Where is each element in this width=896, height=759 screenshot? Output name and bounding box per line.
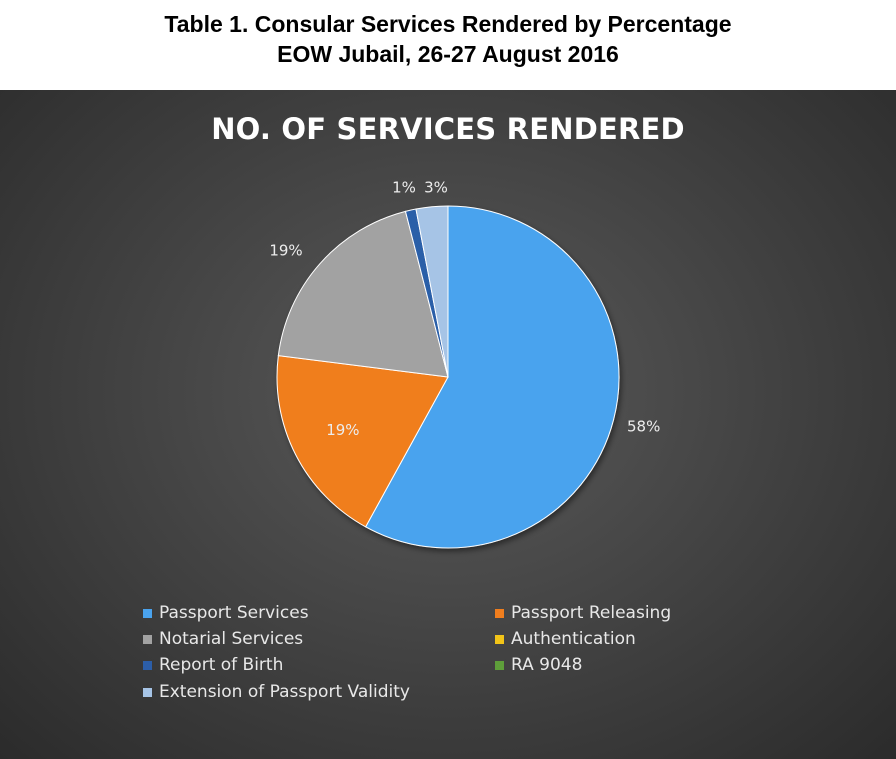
legend-label: RA 9048 <box>511 655 583 675</box>
data-label-notarial-services: 19% <box>269 242 302 260</box>
page-title-line-1: Table 1. Consular Services Rendered by P… <box>164 11 732 37</box>
legend-swatch <box>495 634 504 644</box>
page-title-line-2: EOW Jubail, 26-27 August 2016 <box>277 41 619 67</box>
pie-slice-extension-of-passport-validity <box>415 205 449 378</box>
legend-item-ra-9048: RA 9048 <box>495 654 582 676</box>
data-label-passport-services: 58% <box>627 418 660 436</box>
data-label-passport-releasing: 19% <box>326 421 359 439</box>
legend-item-extension-of-passport-validity: Extension of Passport Validity <box>143 681 410 703</box>
chart-title: NO. OF SERVICES RENDERED <box>211 112 685 146</box>
legend-swatch <box>143 608 152 618</box>
legend-item-passport-services: Passport Services <box>143 602 309 624</box>
legend-item-authentication: Authentication <box>495 628 636 650</box>
legend-item-passport-releasing: Passport Releasing <box>495 602 671 624</box>
pie-slice-passport-releasing <box>276 355 449 528</box>
legend-swatch <box>495 660 504 670</box>
pie-slice-passport-services <box>364 205 620 549</box>
legend-swatch <box>143 634 152 644</box>
legend-swatch <box>143 660 152 670</box>
legend-label: Authentication <box>511 629 636 649</box>
data-label-report-of-birth: 1% <box>392 179 416 197</box>
legend-item-report-of-birth: Report of Birth <box>143 654 283 676</box>
legend-label: Notarial Services <box>159 629 304 649</box>
legend-label: Report of Birth <box>159 655 284 675</box>
legend-label: Passport Releasing <box>511 603 672 623</box>
pie-slice-notarial-services <box>277 210 449 378</box>
legend-swatch <box>143 687 152 697</box>
legend-swatch <box>495 608 504 618</box>
page-title: Table 1. Consular Services Rendered by P… <box>0 9 896 69</box>
data-label-extension-of-passport-validity: 3% <box>424 179 448 197</box>
legend-label: Passport Services <box>159 603 309 623</box>
legend-label: Extension of Passport Validity <box>159 682 410 702</box>
legend-item-notarial-services: Notarial Services <box>143 628 303 650</box>
